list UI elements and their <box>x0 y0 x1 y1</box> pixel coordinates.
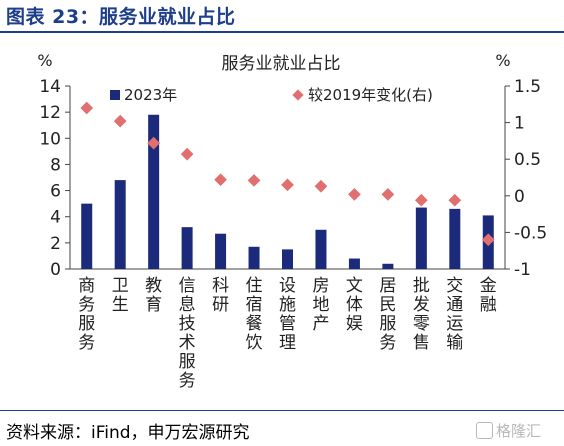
left-axis-tick-label: 14 <box>39 77 61 97</box>
right-axis-tick-label: -0.5 <box>514 223 547 243</box>
legend-bar-label: 2023年 <box>124 86 177 104</box>
bar-1 <box>114 180 126 269</box>
diamond-0 <box>80 101 94 115</box>
diamond-12 <box>481 233 495 247</box>
left-axis-tick-label: 12 <box>39 103 61 123</box>
right-axis-tick-label: 1.5 <box>514 77 541 97</box>
bar-6 <box>282 249 293 269</box>
diamond-1 <box>113 114 127 128</box>
category-label-10: 批发零售 <box>413 276 430 353</box>
category-label-4: 科研 <box>212 276 229 315</box>
left-axis-unit: % <box>37 51 52 70</box>
bar-8 <box>348 258 360 269</box>
category-label-9: 居民服务 <box>379 276 396 353</box>
left-axis-tick-label: 2 <box>50 234 61 254</box>
left-axis-tick-label: 4 <box>50 208 61 228</box>
watermark-text: 格隆汇 <box>496 422 542 440</box>
watermark: 格隆汇 <box>476 420 541 441</box>
bar-11 <box>449 208 461 269</box>
diamond-3 <box>180 147 194 161</box>
legend-diamond-swatch <box>292 89 304 101</box>
left-axis-tick-label: 10 <box>39 129 61 149</box>
diamond-4 <box>214 173 227 187</box>
diamond-series <box>80 101 495 247</box>
bar-series <box>81 114 494 269</box>
category-label-7: 房地产 <box>312 276 329 334</box>
category-label-12: 金融 <box>480 276 497 315</box>
category-label-11: 交通运输 <box>446 276 463 353</box>
bar-2 <box>148 114 160 269</box>
diamond-7 <box>314 179 328 193</box>
right-axis-unit: % <box>495 51 510 70</box>
bar-9 <box>382 263 394 269</box>
figure-title: 图表 23：服务业就业占比 <box>6 6 236 28</box>
category-label-1: 卫生 <box>112 276 129 315</box>
diamond-9 <box>381 187 395 201</box>
diamond-11 <box>448 193 462 207</box>
right-axis-tick-label: 1 <box>514 114 525 134</box>
bar-7 <box>315 229 327 269</box>
category-label-8: 文体娱 <box>346 276 363 334</box>
right-axis-tick-label: 0.5 <box>514 150 541 170</box>
bar-4 <box>215 233 227 269</box>
category-label-3: 信息技术服务 <box>179 276 196 391</box>
chart-title: 服务业就业占比 <box>222 54 341 74</box>
diamond-8 <box>348 187 361 201</box>
bar-3 <box>181 227 193 269</box>
diamond-5 <box>247 174 261 187</box>
legend: 2023年 较2019年变化(右) <box>110 86 433 104</box>
watermark-logo-icon <box>476 422 493 439</box>
bar-0 <box>81 203 93 269</box>
legend-bar-swatch <box>110 90 120 100</box>
left-axis-tick-label: 0 <box>50 260 61 280</box>
diamond-10 <box>414 193 428 207</box>
source-note: 资料来源：iFind，申万宏源研究 <box>6 423 250 443</box>
diamond-2 <box>147 136 161 150</box>
footer-rule <box>0 410 564 411</box>
category-label-6: 设施管理 <box>279 276 296 353</box>
bar-10 <box>415 207 427 269</box>
right-axis-tick-label: -1 <box>514 260 531 280</box>
title-rule <box>0 31 564 33</box>
category-label-0: 商务服务 <box>78 276 95 353</box>
bar-5 <box>248 246 260 269</box>
left-axis-tick-label: 6 <box>50 182 61 202</box>
diamond-6 <box>281 178 294 192</box>
category-labels: 商务服务卫生教育信息技术服务科研住宿餐饮设施管理房地产文体娱居民服务批发零售交通… <box>78 276 497 391</box>
left-axis-tick-label: 8 <box>50 155 61 175</box>
category-label-2: 教育 <box>145 276 162 315</box>
legend-diamond-label: 较2019年变化(右) <box>308 86 433 104</box>
category-label-5: 住宿餐饮 <box>246 276 263 353</box>
right-axis-tick-label: 0 <box>514 187 525 207</box>
